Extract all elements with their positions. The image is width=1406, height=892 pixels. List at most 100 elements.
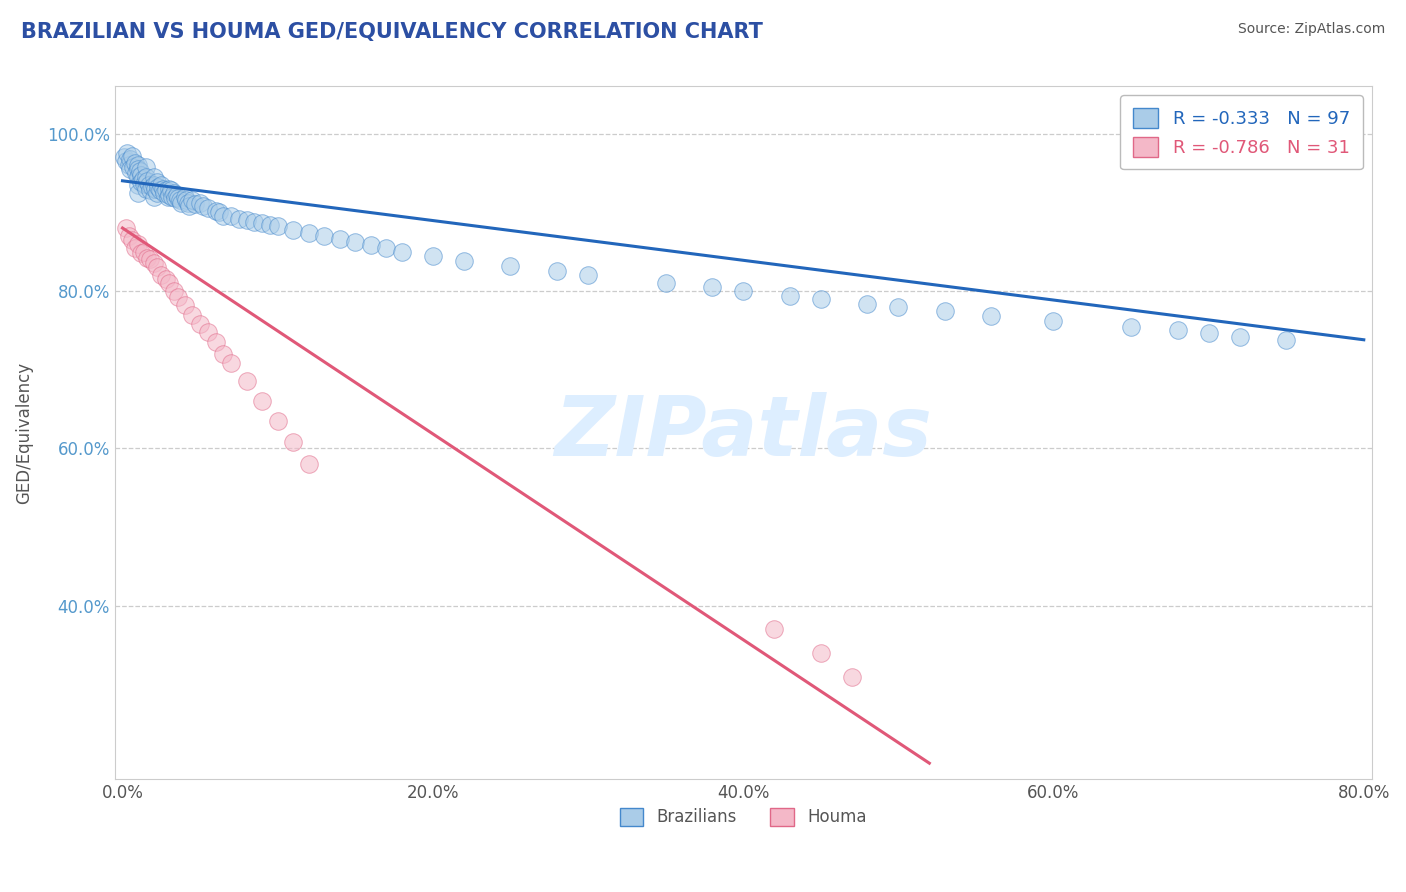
Point <box>181 308 204 322</box>
Point <box>810 646 832 660</box>
Point <box>1167 323 1189 337</box>
Point <box>129 168 152 182</box>
Point <box>142 189 165 203</box>
Point <box>163 186 186 200</box>
Point <box>118 158 141 172</box>
Point <box>1119 320 1142 334</box>
Point <box>779 289 801 303</box>
Point <box>188 317 211 331</box>
Point <box>173 298 195 312</box>
Point <box>124 241 146 255</box>
Point <box>157 188 180 202</box>
Point <box>115 146 138 161</box>
Point <box>298 226 321 240</box>
Point <box>763 623 786 637</box>
Point <box>250 394 273 409</box>
Point <box>208 205 231 219</box>
Point <box>114 221 136 235</box>
Text: ZIPatlas: ZIPatlas <box>554 392 932 473</box>
Point <box>152 182 174 196</box>
Point <box>156 189 179 203</box>
Point <box>700 280 723 294</box>
Point <box>121 233 143 247</box>
Point <box>112 150 135 164</box>
Point <box>139 183 162 197</box>
Point <box>391 244 413 259</box>
Point <box>143 182 166 196</box>
Point <box>167 191 190 205</box>
Point <box>179 199 201 213</box>
Point <box>142 178 165 192</box>
Point <box>235 375 257 389</box>
Point <box>124 155 146 169</box>
Point <box>139 252 162 267</box>
Point <box>375 242 398 256</box>
Point <box>1042 314 1064 328</box>
Point <box>1229 329 1251 343</box>
Point <box>810 292 832 306</box>
Point <box>127 158 149 172</box>
Point <box>150 178 173 192</box>
Point <box>169 194 191 208</box>
Point <box>243 215 266 229</box>
Point <box>114 154 136 169</box>
Point <box>150 268 173 283</box>
Legend: Brazilians, Houma: Brazilians, Houma <box>613 801 873 833</box>
Point <box>344 235 367 250</box>
Point <box>266 414 288 428</box>
Point <box>135 169 157 184</box>
Point <box>121 148 143 162</box>
Point <box>259 218 281 232</box>
Point <box>219 356 242 370</box>
Point <box>136 251 159 265</box>
Point <box>127 186 149 200</box>
Point <box>134 177 156 191</box>
Point <box>184 197 207 211</box>
Point <box>887 300 910 314</box>
Point <box>129 246 152 260</box>
Point <box>131 172 153 186</box>
Point <box>204 335 226 350</box>
Point <box>145 186 167 200</box>
Point <box>212 209 235 223</box>
Point <box>120 161 142 176</box>
Point <box>266 219 288 234</box>
Point <box>153 186 176 200</box>
Point <box>127 169 149 184</box>
Point <box>125 166 148 180</box>
Point <box>134 244 156 259</box>
Point <box>283 435 305 450</box>
Point <box>135 182 157 196</box>
Point <box>118 228 141 243</box>
Point <box>181 194 204 208</box>
Point <box>160 189 183 203</box>
Point <box>499 259 522 273</box>
Point <box>733 284 755 298</box>
Point <box>174 193 197 207</box>
Point <box>163 284 186 298</box>
Point <box>219 209 242 223</box>
Point <box>148 180 170 194</box>
Point <box>136 174 159 188</box>
Point <box>250 216 273 230</box>
Text: Source: ZipAtlas.com: Source: ZipAtlas.com <box>1237 22 1385 37</box>
Point <box>856 296 879 310</box>
Point <box>167 290 190 304</box>
Point <box>453 254 475 268</box>
Point <box>654 276 676 290</box>
Point <box>138 178 160 192</box>
Point <box>176 195 198 210</box>
Point <box>235 213 257 227</box>
Point <box>841 670 863 684</box>
Point <box>193 199 215 213</box>
Point <box>157 276 180 290</box>
Text: BRAZILIAN VS HOUMA GED/EQUIVALENCY CORRELATION CHART: BRAZILIAN VS HOUMA GED/EQUIVALENCY CORRE… <box>21 22 763 42</box>
Point <box>980 309 1002 323</box>
Point <box>135 160 157 174</box>
Point <box>127 236 149 251</box>
Point <box>145 260 167 275</box>
Point <box>197 202 219 216</box>
Point <box>128 164 150 178</box>
Point <box>170 195 193 210</box>
Point <box>934 304 956 318</box>
